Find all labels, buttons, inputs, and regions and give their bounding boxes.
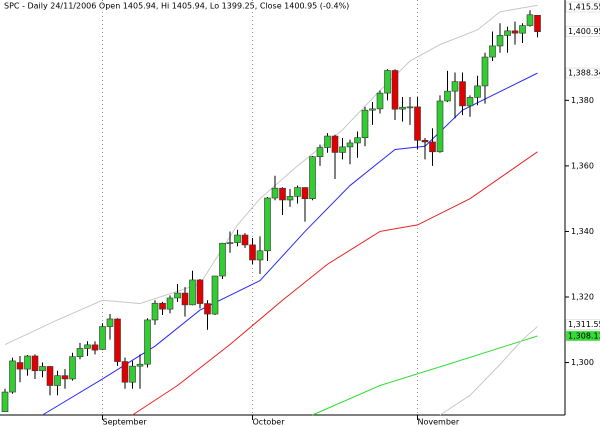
candle-body	[76, 348, 84, 357]
price-label-box	[565, 319, 600, 330]
candle-body	[234, 234, 241, 243]
candle-body	[279, 187, 286, 201]
candle-body	[421, 140, 429, 143]
candle-body	[406, 106, 414, 109]
candle-body	[136, 363, 144, 367]
candle-body	[1, 391, 9, 413]
candle-body	[129, 365, 136, 383]
candle-body	[414, 106, 421, 141]
x-tick-label: November	[418, 418, 460, 427]
price-label: 1,415.55	[568, 3, 600, 12]
indicator-line	[132, 151, 538, 416]
candle-body	[316, 147, 324, 158]
candle-body	[16, 362, 24, 370]
price-label: 1,308.13	[568, 331, 600, 340]
price-label-box	[565, 1, 600, 13]
price-label: 1,311.55	[568, 320, 600, 329]
candle-body	[384, 70, 391, 94]
y-tick-label: 1,340	[571, 227, 594, 236]
candle-body	[69, 356, 76, 380]
candle-body	[219, 242, 226, 277]
candle-body	[466, 97, 474, 107]
y-tick-label: 1,300	[571, 358, 594, 367]
candle-body	[241, 234, 249, 246]
candle-body	[46, 366, 54, 386]
price-label-box	[565, 330, 600, 342]
candle-body	[489, 45, 496, 58]
candle-body	[39, 366, 46, 372]
candle-body	[61, 375, 69, 380]
candle-body	[481, 56, 489, 87]
chart-title: SPC - Daily 24/11/2006 Open 1405.94, Hi …	[4, 2, 349, 11]
candle-body	[459, 81, 466, 107]
price-label-box	[565, 67, 600, 79]
candle-body	[391, 70, 399, 110]
candle-body	[256, 250, 264, 261]
candle-body	[151, 302, 159, 321]
candle-body	[331, 135, 339, 153]
candle-body	[451, 81, 459, 92]
indicator-line	[4, 4, 538, 345]
candle-body	[324, 135, 331, 148]
candle-body	[159, 302, 166, 310]
candle-body	[376, 92, 384, 110]
candle-body	[226, 242, 234, 244]
candle-body	[271, 187, 279, 199]
candle-body	[249, 244, 256, 261]
y-tick-label: 1,320	[571, 293, 594, 302]
y-tick-label: 1,360	[571, 161, 594, 170]
candle-body	[121, 361, 129, 383]
candle-body	[166, 297, 174, 310]
x-tick-label: October	[253, 418, 286, 427]
candle-body	[264, 197, 271, 252]
candle-body	[534, 15, 541, 32]
candle-body	[174, 292, 181, 299]
candle-body	[444, 90, 451, 102]
candle-body	[91, 344, 99, 351]
candle-body	[504, 30, 511, 36]
candle-body	[429, 141, 436, 153]
candle-body	[436, 100, 444, 153]
candle-body	[286, 196, 294, 201]
candle-body	[144, 319, 151, 365]
candle-body	[361, 109, 369, 138]
candle-body	[106, 318, 114, 327]
candle-body	[369, 108, 376, 111]
candle-body	[309, 156, 316, 199]
candle-body	[99, 326, 106, 350]
candle-body	[31, 355, 39, 372]
candle-body	[346, 142, 354, 148]
price-label: 1,388.34	[568, 68, 600, 77]
indicator-line	[312, 335, 538, 416]
y-tick-label: 1,380	[571, 96, 594, 105]
candle-body	[24, 355, 31, 370]
candle-body	[189, 279, 196, 306]
candle-body	[526, 14, 534, 26]
x-tick-label: September	[103, 418, 148, 427]
candle-body	[474, 85, 481, 98]
candle-body	[84, 344, 91, 349]
price-label-box	[565, 26, 600, 37]
candle-body	[9, 360, 16, 393]
candle-body	[204, 303, 211, 315]
candle-body	[196, 279, 204, 304]
candle-body	[181, 292, 189, 306]
price-label: 1,400.95	[568, 27, 600, 36]
indicator-line	[439, 326, 538, 416]
candle-body	[114, 318, 121, 362]
candle-body	[294, 187, 301, 197]
candle-body	[354, 137, 361, 144]
candle-body	[301, 187, 309, 199]
candle-body	[211, 275, 219, 315]
candle-body	[511, 30, 519, 34]
candle-body	[399, 106, 406, 110]
candle-body	[519, 25, 526, 34]
candle-body	[54, 375, 61, 386]
candle-body	[339, 146, 346, 153]
candle-body	[496, 35, 504, 47]
